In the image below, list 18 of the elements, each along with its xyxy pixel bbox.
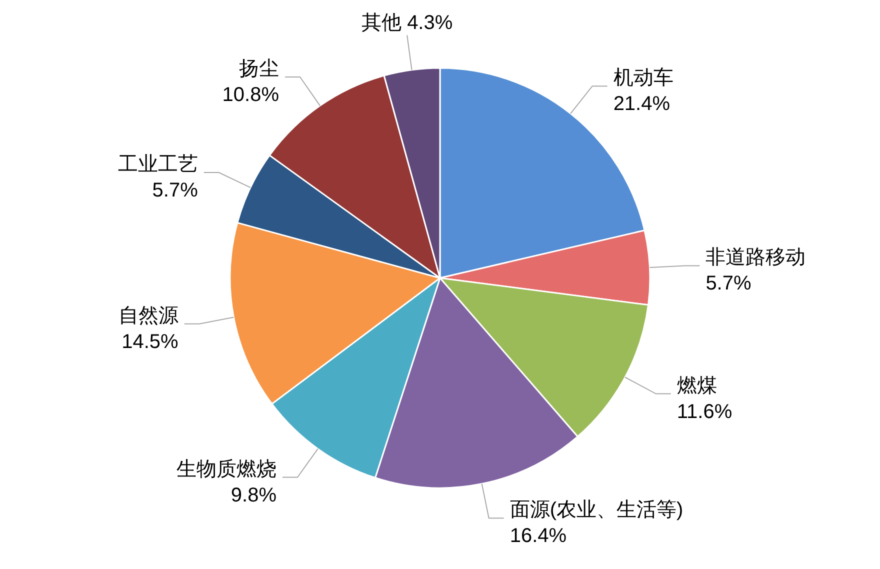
data-label: 5.7% [152, 179, 198, 202]
slice-label: 燃煤 [676, 374, 717, 397]
slice-label: 自然源 [118, 304, 178, 327]
slice-label: 扬尘 [239, 58, 279, 80]
slice-label: 机动车 [613, 67, 674, 90]
data-label: 21.4% [613, 93, 670, 116]
data-label: 9.8% [230, 484, 277, 506]
data-label: 5.7% [706, 272, 752, 295]
slice-label: 面源(农业、生活等) [510, 499, 684, 522]
slice-label: 其他 [361, 12, 402, 34]
slice-label: 生物质燃烧 [176, 458, 276, 480]
data-label: 10.8% [222, 84, 280, 106]
data-label: 4.3% [407, 12, 453, 34]
slice-label: 工业工艺 [118, 153, 198, 176]
data-label: 11.6% [676, 400, 732, 423]
slice-label: 非道路移动 [706, 246, 806, 269]
data-label: 16.4% [510, 525, 567, 548]
data-label: 14.5% [122, 330, 179, 353]
